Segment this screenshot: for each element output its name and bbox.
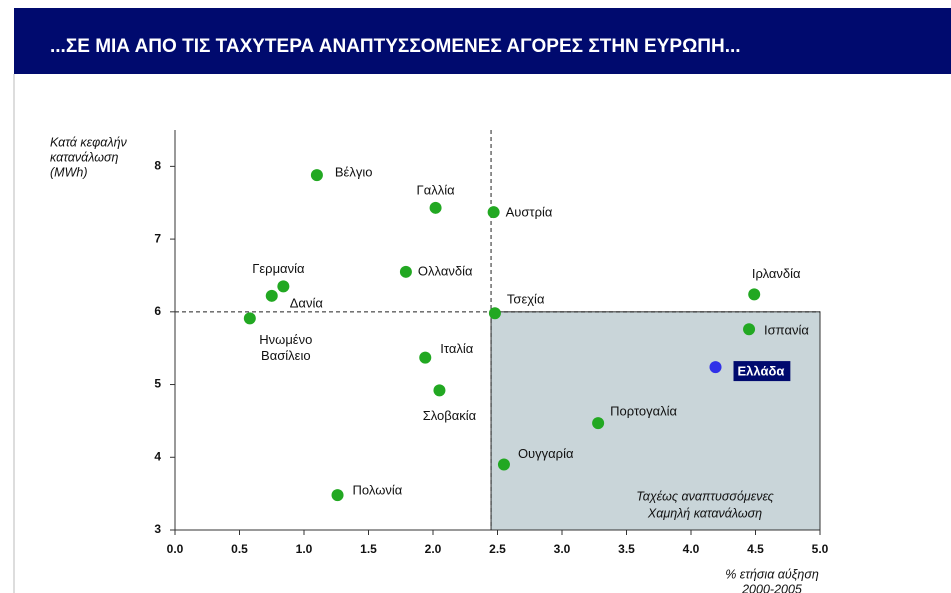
x-tick-label: 1.5 [360,542,377,556]
point-label: Ελλάδα [738,364,785,379]
y-tick-label: 4 [154,449,161,463]
point [748,288,761,301]
x-tick-label: 5.0 [812,542,829,556]
x-tick-label: 3.5 [618,542,635,556]
x-tick-label: 3.0 [554,542,571,556]
point-label: Ουγγαρία [518,446,574,461]
point [265,289,278,302]
x-tick-label: 2.0 [425,542,442,556]
header-title: ...ΣΕ ΜΙΑ ΑΠΟ ΤΙΣ ΤΑΧΥΤΕΡΑ ΑΝΑΠΤΥΣΣΟΜΕΝΕ… [50,36,741,57]
y-tick-label: 5 [154,377,161,391]
x-tick-label: 0.0 [167,542,184,556]
header-bar [14,8,951,74]
point [497,458,510,471]
point-label: Βασίλειο [261,348,311,363]
point [433,384,446,397]
point-label: Γερμανία [252,261,305,276]
y-tick-label: 8 [154,159,161,173]
x-tick-label: 4.0 [683,542,700,556]
point [243,312,256,325]
point-label: Δανία [290,295,324,310]
point-label: Πορτογαλία [610,404,677,419]
point [709,361,722,374]
point [419,351,432,364]
point-label-box [733,361,791,382]
point [429,201,442,214]
y-axis-label: κατανάλωση [50,150,118,164]
point-label: Ηνωμένο [259,332,312,347]
region-label: Χαμηλή κατανάλωση [647,506,762,520]
point-label: Ισπανία [764,323,809,338]
point-label: Τσεχία [507,292,545,307]
point-label: Ιταλία [440,341,473,356]
point [487,206,500,219]
point [331,489,344,502]
point [592,417,605,430]
x-tick-label: 4.5 [747,542,764,556]
y-axis-label: Κατά κεφαλήν [50,135,128,149]
point-label: Αυστρία [506,205,553,220]
point [399,265,412,278]
y-tick-label: 7 [154,231,161,245]
y-tick-label: 6 [154,304,161,318]
x-tick-label: 2.5 [489,542,506,556]
x-tick-label: 1.0 [296,542,313,556]
x-tick-label: 0.5 [231,542,248,556]
region [490,311,821,531]
point-label: Πολωνία [353,483,403,498]
point [488,307,501,320]
point-label: Σλοβακία [423,408,477,423]
point [277,280,290,293]
y-tick-label: 3 [154,522,161,536]
y-axis-label: (MWh) [50,165,88,179]
point-label: Ολλανδία [418,263,473,278]
point-label: Γαλλία [417,182,456,197]
region-label: Ταχέως αναπτυσσόμενες [636,489,774,503]
x-axis-label: 2000-2005 [741,582,802,593]
point [743,323,756,336]
point [310,169,323,182]
x-axis-label: % ετήσια αύξηση [725,567,819,581]
point-label: Ιρλανδία [752,266,801,281]
point-label: Βέλγιο [335,165,373,180]
